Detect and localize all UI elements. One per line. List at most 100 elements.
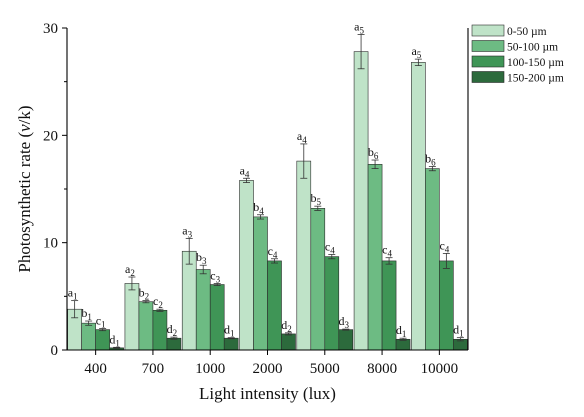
y-axis-title: Photosynthetic rate (v/k): [15, 105, 34, 272]
label-letter: c: [210, 268, 215, 282]
significance-label: c4: [325, 239, 335, 255]
label-subscript: 2: [173, 328, 178, 338]
label-letter: b: [253, 200, 259, 214]
x-tick-label-8000: 8000: [367, 361, 397, 377]
label-subscript: 3: [216, 274, 221, 284]
label-subscript: 1: [230, 329, 235, 339]
axes-group: 0 10 20 30 400 700 1000 2000 5000 8000 10000: [43, 21, 469, 377]
label-subscript: 2: [158, 300, 163, 310]
label-subscript: 5: [359, 25, 364, 35]
label-letter: c: [268, 244, 273, 258]
label-letter: d: [109, 332, 115, 346]
label-letter: a: [240, 163, 246, 177]
label-subscript: 2: [145, 292, 150, 302]
bar-2-1000: [195, 269, 211, 351]
bar-2-10000: [425, 168, 440, 351]
label-letter: d: [396, 323, 402, 337]
legend-swatch-4: [471, 71, 505, 83]
label-subscript: 1: [402, 329, 407, 339]
significance-label: d2: [281, 318, 292, 334]
label-letter: c: [325, 239, 330, 253]
error-bar-2-5000: [314, 205, 322, 211]
bar-4-700: [166, 337, 182, 351]
bar-2-2000: [253, 216, 268, 351]
bar-3-700: [152, 309, 168, 351]
error-bar-3-5000: [328, 254, 336, 260]
label-letter: d: [453, 323, 459, 337]
significance-label: d1: [109, 332, 120, 348]
error-bar-1-8000: [357, 34, 365, 70]
significance-label: a3: [182, 223, 192, 239]
legend-label-2: 50-100 µm: [507, 42, 558, 54]
significance-label: b5: [311, 191, 322, 207]
legend-label-1: 0-50 µm: [507, 26, 547, 38]
significance-label: d3: [339, 314, 350, 330]
legend: 0-50 µm 50-100 µm 100-150 µm 150-200 µm: [471, 24, 564, 85]
label-letter: b: [368, 145, 374, 159]
significance-label: b6: [368, 145, 379, 161]
legend-swatch-3: [471, 55, 505, 68]
x-tick-label-700: 700: [142, 361, 165, 377]
bars-group: [67, 34, 468, 351]
label-letter: b: [311, 191, 317, 205]
significance-label: c4: [268, 244, 278, 260]
bar-1-5000: [296, 160, 312, 351]
y-axis-title-part-1: Photosynthetic rate (: [15, 132, 34, 273]
legend-label-4: 150-200 µm: [507, 73, 564, 85]
label-letter: a: [411, 44, 417, 58]
label-letter: a: [354, 19, 360, 33]
error-bar-2-2000: [257, 214, 264, 220]
error-bar-3-8000: [385, 257, 393, 265]
bar-1-1000: [181, 250, 197, 351]
bar-3-8000: [381, 260, 397, 351]
error-bar-3-700: [156, 308, 164, 312]
significance-label: c3: [210, 268, 220, 284]
significance-label: a4: [297, 129, 307, 145]
significance-label: c2: [153, 294, 163, 310]
label-subscript: 4: [273, 250, 278, 260]
label-letter: d: [224, 323, 230, 337]
label-letter: d: [281, 318, 287, 332]
label-letter: d: [167, 322, 173, 336]
significance-label: b4: [253, 200, 264, 216]
label-letter: a: [125, 262, 131, 276]
bar-1-10000: [411, 62, 426, 351]
legend-swatch-2: [471, 40, 505, 52]
error-bar-4-10000: [456, 337, 464, 342]
error-bar-1-10000: [414, 58, 422, 66]
error-bar-4-2000: [285, 332, 292, 336]
significance-label: a2: [125, 262, 135, 278]
significance-label: c1: [96, 314, 106, 330]
label-subscript: 1: [87, 312, 92, 322]
significance-label: b2: [139, 286, 150, 302]
label-letter: c: [439, 238, 444, 252]
y-axis-title-part-3: /k): [15, 105, 34, 124]
error-bar-4-1000: [227, 337, 235, 340]
bar-3-2000: [267, 260, 282, 351]
significance-label: d1: [453, 323, 464, 339]
label-subscript: 4: [245, 169, 250, 179]
bar-3-400: [95, 329, 110, 351]
error-bar-1-1000: [185, 237, 193, 265]
bar-2-700: [138, 301, 154, 351]
error-bar-2-8000: [371, 159, 379, 170]
significance-label: a1: [68, 286, 78, 302]
bar-2-5000: [310, 208, 326, 351]
bar-2-400: [81, 322, 96, 351]
label-subscript: 5: [417, 50, 422, 60]
label-subscript: 5: [317, 197, 322, 207]
error-bar-3-1000: [213, 283, 221, 287]
label-letter: b: [139, 286, 145, 300]
label-letter: d: [339, 314, 345, 328]
bar-4-1000: [223, 337, 239, 351]
label-subscript: 1: [459, 329, 464, 339]
significance-label: a4: [240, 163, 250, 179]
y-tick-label: 10: [43, 236, 58, 252]
error-bar-3-2000: [271, 258, 278, 264]
label-letter: b: [81, 306, 87, 320]
label-letter: c: [153, 294, 158, 308]
x-tick-label-400: 400: [84, 361, 107, 377]
significance-label: d1: [224, 323, 235, 339]
significance-label: c4: [439, 238, 449, 254]
label-letter: a: [68, 286, 74, 300]
